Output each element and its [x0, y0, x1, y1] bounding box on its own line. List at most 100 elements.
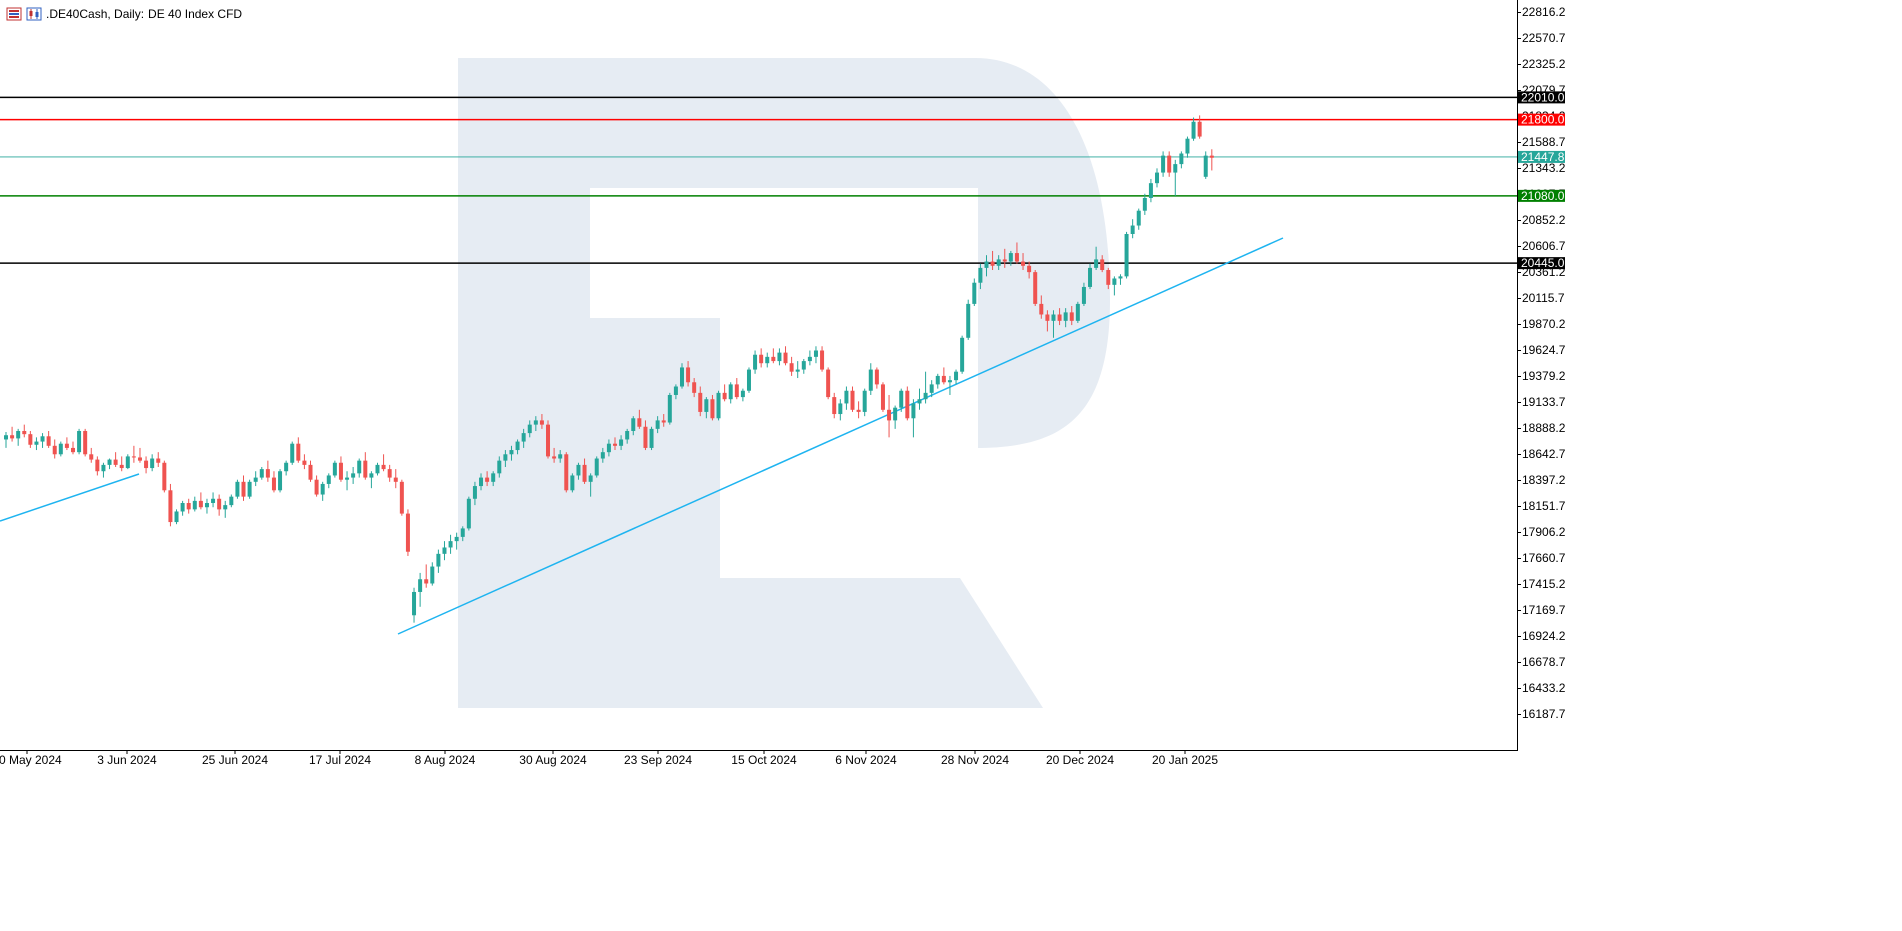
candle[interactable] — [692, 378, 697, 398]
candle[interactable] — [673, 384, 678, 400]
candle[interactable] — [320, 481, 325, 501]
candle[interactable] — [1100, 255, 1105, 273]
candle[interactable] — [600, 447, 605, 463]
candle[interactable] — [95, 456, 100, 476]
candle[interactable] — [1203, 151, 1208, 179]
candle[interactable] — [1057, 308, 1062, 326]
candle[interactable] — [448, 534, 453, 554]
candle[interactable] — [631, 416, 636, 436]
candle[interactable] — [180, 500, 185, 516]
candle[interactable] — [588, 473, 593, 497]
candle[interactable] — [771, 348, 776, 364]
candle[interactable] — [862, 388, 867, 417]
candle[interactable] — [1173, 159, 1178, 196]
candle[interactable] — [990, 250, 995, 271]
candle[interactable] — [375, 462, 380, 476]
candle[interactable] — [801, 358, 806, 374]
candle[interactable] — [326, 473, 331, 489]
candle[interactable] — [893, 405, 898, 429]
candle[interactable] — [1081, 282, 1086, 307]
candle[interactable] — [472, 481, 477, 506]
candle[interactable] — [558, 450, 563, 463]
candle[interactable] — [144, 456, 149, 474]
candle[interactable] — [430, 562, 435, 586]
candle[interactable] — [917, 388, 922, 410]
candle[interactable] — [1039, 295, 1044, 319]
candle[interactable] — [241, 475, 246, 501]
candle[interactable] — [119, 456, 124, 472]
candle[interactable] — [838, 399, 843, 421]
candle[interactable] — [789, 356, 794, 376]
candle[interactable] — [381, 454, 386, 472]
candle[interactable] — [454, 532, 459, 550]
candle[interactable] — [1063, 308, 1068, 328]
candle[interactable] — [296, 437, 301, 463]
candle[interactable] — [1191, 117, 1196, 141]
candle[interactable] — [174, 509, 179, 525]
candle[interactable] — [966, 299, 971, 340]
candle[interactable] — [868, 363, 873, 395]
candle[interactable] — [740, 388, 745, 402]
candle[interactable] — [497, 456, 502, 478]
candle[interactable] — [734, 378, 739, 400]
candle[interactable] — [941, 367, 946, 385]
candle[interactable] — [1033, 270, 1038, 307]
candle[interactable] — [412, 587, 417, 623]
candle[interactable] — [369, 471, 374, 489]
candle[interactable] — [436, 549, 441, 573]
candle[interactable] — [479, 473, 484, 491]
candle[interactable] — [125, 454, 130, 470]
candle[interactable] — [1112, 276, 1117, 296]
candle[interactable] — [625, 428, 630, 444]
candle[interactable] — [308, 460, 313, 482]
candle[interactable] — [217, 494, 222, 516]
candle[interactable] — [363, 452, 368, 480]
candle[interactable] — [28, 430, 33, 448]
candle[interactable] — [698, 386, 703, 417]
candle[interactable] — [509, 445, 514, 461]
candle[interactable] — [1008, 250, 1013, 266]
candle[interactable] — [107, 458, 112, 470]
candle[interactable] — [564, 452, 569, 493]
candle[interactable] — [1045, 310, 1050, 332]
candle[interactable] — [34, 437, 39, 451]
candle[interactable] — [424, 564, 429, 588]
candle[interactable] — [83, 428, 88, 457]
candle[interactable] — [552, 447, 557, 463]
candle[interactable] — [613, 437, 617, 451]
candle[interactable] — [972, 278, 977, 307]
candle[interactable] — [253, 471, 258, 487]
candle[interactable] — [503, 450, 508, 467]
candle[interactable] — [856, 401, 861, 419]
candle[interactable] — [539, 414, 544, 429]
candle[interactable] — [460, 526, 465, 542]
candle[interactable] — [345, 471, 350, 491]
candle[interactable] — [679, 363, 684, 389]
candle[interactable] — [832, 392, 837, 419]
candle[interactable] — [442, 541, 447, 561]
candle[interactable] — [1209, 149, 1214, 171]
candle[interactable] — [302, 454, 307, 470]
candle[interactable] — [935, 373, 940, 389]
candle[interactable] — [923, 371, 928, 404]
candle[interactable] — [996, 255, 1001, 271]
candle[interactable] — [204, 498, 209, 514]
candle[interactable] — [162, 460, 167, 493]
candle[interactable] — [156, 452, 161, 467]
candle[interactable] — [1136, 208, 1141, 230]
candle[interactable] — [820, 346, 825, 372]
candle[interactable] — [271, 471, 276, 493]
candle[interactable] — [1014, 242, 1019, 264]
candle[interactable] — [826, 367, 831, 400]
candle[interactable] — [777, 348, 782, 366]
candle[interactable] — [70, 441, 75, 455]
candle[interactable] — [22, 424, 27, 438]
candles-icon[interactable] — [26, 7, 42, 21]
candle[interactable] — [16, 428, 21, 446]
candle[interactable] — [247, 479, 252, 499]
candle[interactable] — [1075, 301, 1080, 323]
candle[interactable] — [1130, 219, 1135, 239]
candle[interactable] — [887, 394, 892, 438]
candle[interactable] — [1197, 115, 1202, 139]
candle[interactable] — [1155, 168, 1160, 188]
